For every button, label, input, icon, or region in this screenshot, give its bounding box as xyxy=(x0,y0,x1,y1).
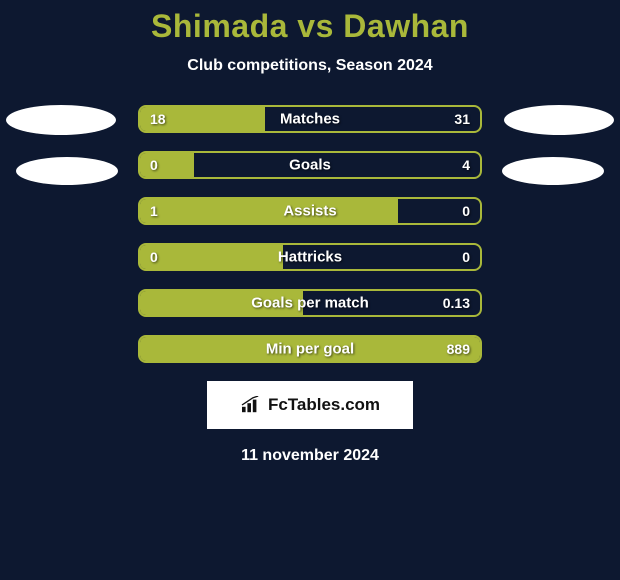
stat-value-right: 31 xyxy=(454,111,470,127)
footer-badge-text: FcTables.com xyxy=(268,395,380,415)
stat-row: Assists 1 0 xyxy=(138,197,482,225)
chart-icon xyxy=(240,396,262,414)
stat-row: Min per goal 889 xyxy=(138,335,482,363)
player-left-ellipse-1 xyxy=(6,105,116,135)
player-left-ellipse-2 xyxy=(16,157,118,185)
page-subtitle: Club competitions, Season 2024 xyxy=(0,57,620,75)
stat-value-right: 0 xyxy=(462,203,470,219)
stat-row: Matches 18 31 xyxy=(138,105,482,133)
stat-label: Assists xyxy=(283,203,336,220)
stat-value-left: 1 xyxy=(150,203,158,219)
stat-label: Goals per match xyxy=(251,295,369,312)
stat-value-right: 0 xyxy=(462,249,470,265)
player-right-ellipse-1 xyxy=(504,105,614,135)
stat-label: Hattricks xyxy=(278,249,342,266)
bar-left-fill xyxy=(140,199,398,223)
bar-right-fill xyxy=(194,153,480,177)
stat-row: Goals 0 4 xyxy=(138,151,482,179)
footer-badge: FcTables.com xyxy=(207,381,413,429)
stat-value-right: 889 xyxy=(447,341,470,357)
stat-row: Hattricks 0 0 xyxy=(138,243,482,271)
bar-left-fill xyxy=(140,245,283,269)
stats-wrapper: Matches1831Goals04Assists10Hattricks00Go… xyxy=(0,105,620,363)
stat-value-left: 0 xyxy=(150,249,158,265)
stat-label: Min per goal xyxy=(266,341,354,358)
page-title: Shimada vs Dawhan xyxy=(0,8,620,45)
bars-area: Matches1831Goals04Assists10Hattricks00Go… xyxy=(138,105,482,363)
bar-left-fill xyxy=(140,153,194,177)
stat-label: Matches xyxy=(280,111,340,128)
footer-date: 11 november 2024 xyxy=(0,447,620,465)
stat-value-left: 0 xyxy=(150,157,158,173)
stat-value-right: 0.13 xyxy=(443,295,470,311)
stat-label: Goals xyxy=(289,157,331,174)
stat-value-left: 18 xyxy=(150,111,166,127)
stat-row: Goals per match 0.13 xyxy=(138,289,482,317)
stat-value-right: 4 xyxy=(462,157,470,173)
player-right-ellipse-2 xyxy=(502,157,604,185)
